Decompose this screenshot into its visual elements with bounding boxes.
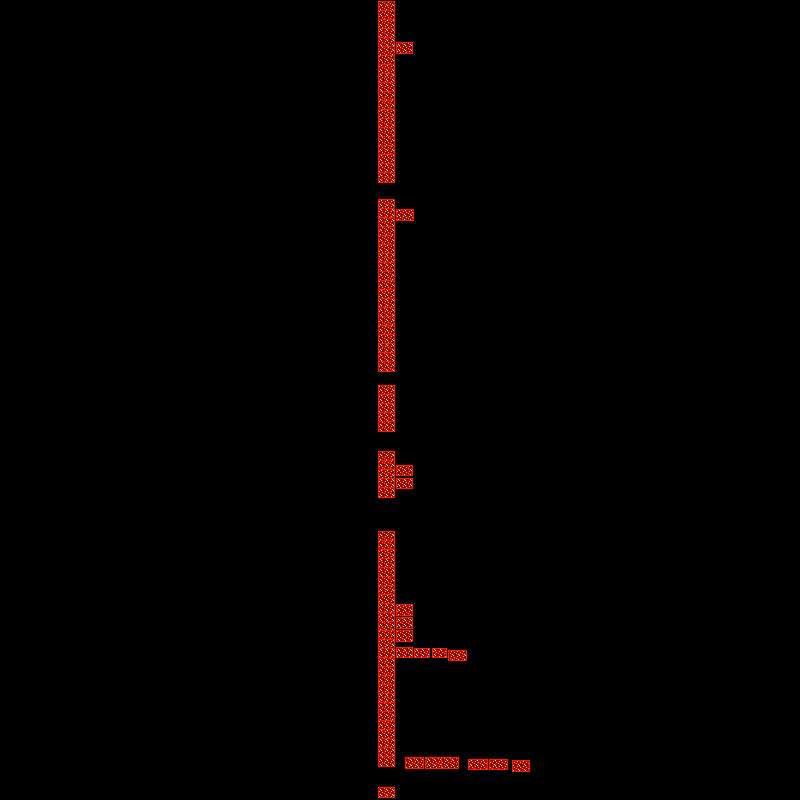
glyph-box [396,42,413,54]
glyph-box [489,759,508,770]
glyph-box [414,648,430,658]
glyph-box [378,421,395,432]
glyph-box [432,648,447,658]
glyph-box [396,617,413,629]
glyph-box [396,647,413,658]
glyph-box [378,787,395,798]
glyph-box [448,650,467,661]
glyph-box [468,759,488,770]
glitch-glyphs [378,1,530,798]
glyph-box [378,756,395,767]
glyph-box [378,361,395,372]
glyph-box [396,604,413,616]
glyph-box [425,757,442,769]
glyph-box [378,172,395,183]
glyph-box [396,630,413,642]
glyph-box [512,760,530,772]
glyph-box [378,487,395,498]
glyph-box [396,478,413,489]
glyph-box [396,465,413,476]
glyph-box [405,757,424,769]
glyph-box [441,757,459,769]
glyph-box [396,209,414,221]
